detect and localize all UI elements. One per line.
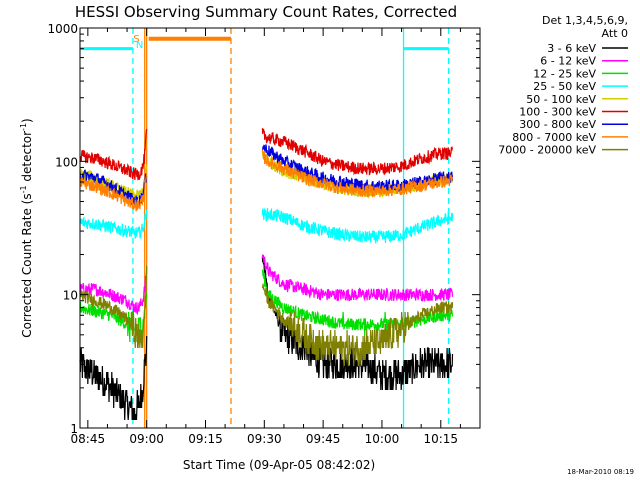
y-axis-label-mid: detector: [20, 131, 34, 186]
legend-header-attenuator: Att 0: [602, 27, 628, 40]
x-tick-label: 10:00: [365, 432, 400, 446]
plot-area: SN: [79, 27, 481, 429]
y-axis-label-sup1: -1: [19, 185, 28, 193]
x-tick-label: 10:15: [423, 432, 458, 446]
y-axis-label-main: Corrected Count Rate (s: [20, 193, 34, 337]
series-line-7000-20000-kev: [79, 265, 454, 367]
flag-letter: N: [136, 40, 143, 51]
axis-ticks: [80, 28, 481, 429]
x-tick-label: 08:45: [71, 432, 106, 446]
x-tick-label: 09:45: [306, 432, 341, 446]
legend-label-3-6-kev: 3 - 6 keV: [547, 42, 596, 55]
x-tick-label: 09:30: [247, 432, 282, 446]
legend-label-300-800-kev: 300 - 800 keV: [519, 118, 596, 131]
y-tick-label: 10: [63, 289, 78, 303]
footer-timestamp: 18-Mar-2010 08:19: [567, 468, 634, 476]
x-tick-labels: 08:45 09:00 09:15 09:30 09:45 10:00 10:15: [71, 432, 459, 446]
legend-label-7000-20000-kev: 7000 - 20000 keV: [498, 144, 596, 157]
y-axis-label: Corrected Count Rate (s-1 detector-1): [19, 118, 34, 337]
y-tick-labels: 1 10 100 1000: [47, 22, 78, 436]
x-tick-label: 09:00: [129, 432, 164, 446]
series-line-100-300-kev: [79, 128, 454, 181]
legend-label-100-300-kev: 100 - 300 keV: [519, 106, 596, 119]
legend-label-12-25-kev: 12 - 25 keV: [533, 67, 596, 80]
series-line-6-12-kev: [79, 254, 454, 316]
axes-frame: [79, 27, 481, 429]
legend-label-800-7000-kev: 800 - 7000 keV: [512, 131, 596, 144]
y-tick-label: 1000: [47, 22, 78, 36]
flag-letter: S: [133, 34, 139, 45]
y-tick-label: 1: [70, 422, 78, 436]
x-axis-label: Start Time (09-Apr-05 08:42:02): [183, 458, 375, 472]
y-tick-label: 100: [55, 155, 78, 169]
legend-label-6-12-kev: 6 - 12 keV: [540, 55, 596, 68]
legend-label-50-100-kev: 50 - 100 keV: [526, 93, 596, 106]
y-axis-label-end: ): [20, 118, 34, 123]
legend-label-25-50-kev: 25 - 50 keV: [533, 80, 596, 93]
series-line-3-6-kev: [79, 254, 454, 421]
x-tick-label: 09:15: [188, 432, 223, 446]
series-layer: [79, 128, 454, 421]
chart-title: HESSI Observing Summary Count Rates, Cor…: [75, 3, 457, 21]
series-line-800-7000-kev: [79, 149, 454, 212]
y-axis-label-sup2: -1: [19, 123, 28, 131]
legend-header-detectors: Det 1,3,4,5,6,9,: [542, 14, 628, 27]
series-line-25-50-kev: [79, 207, 454, 244]
series-line-300-800-kev: [79, 144, 454, 208]
